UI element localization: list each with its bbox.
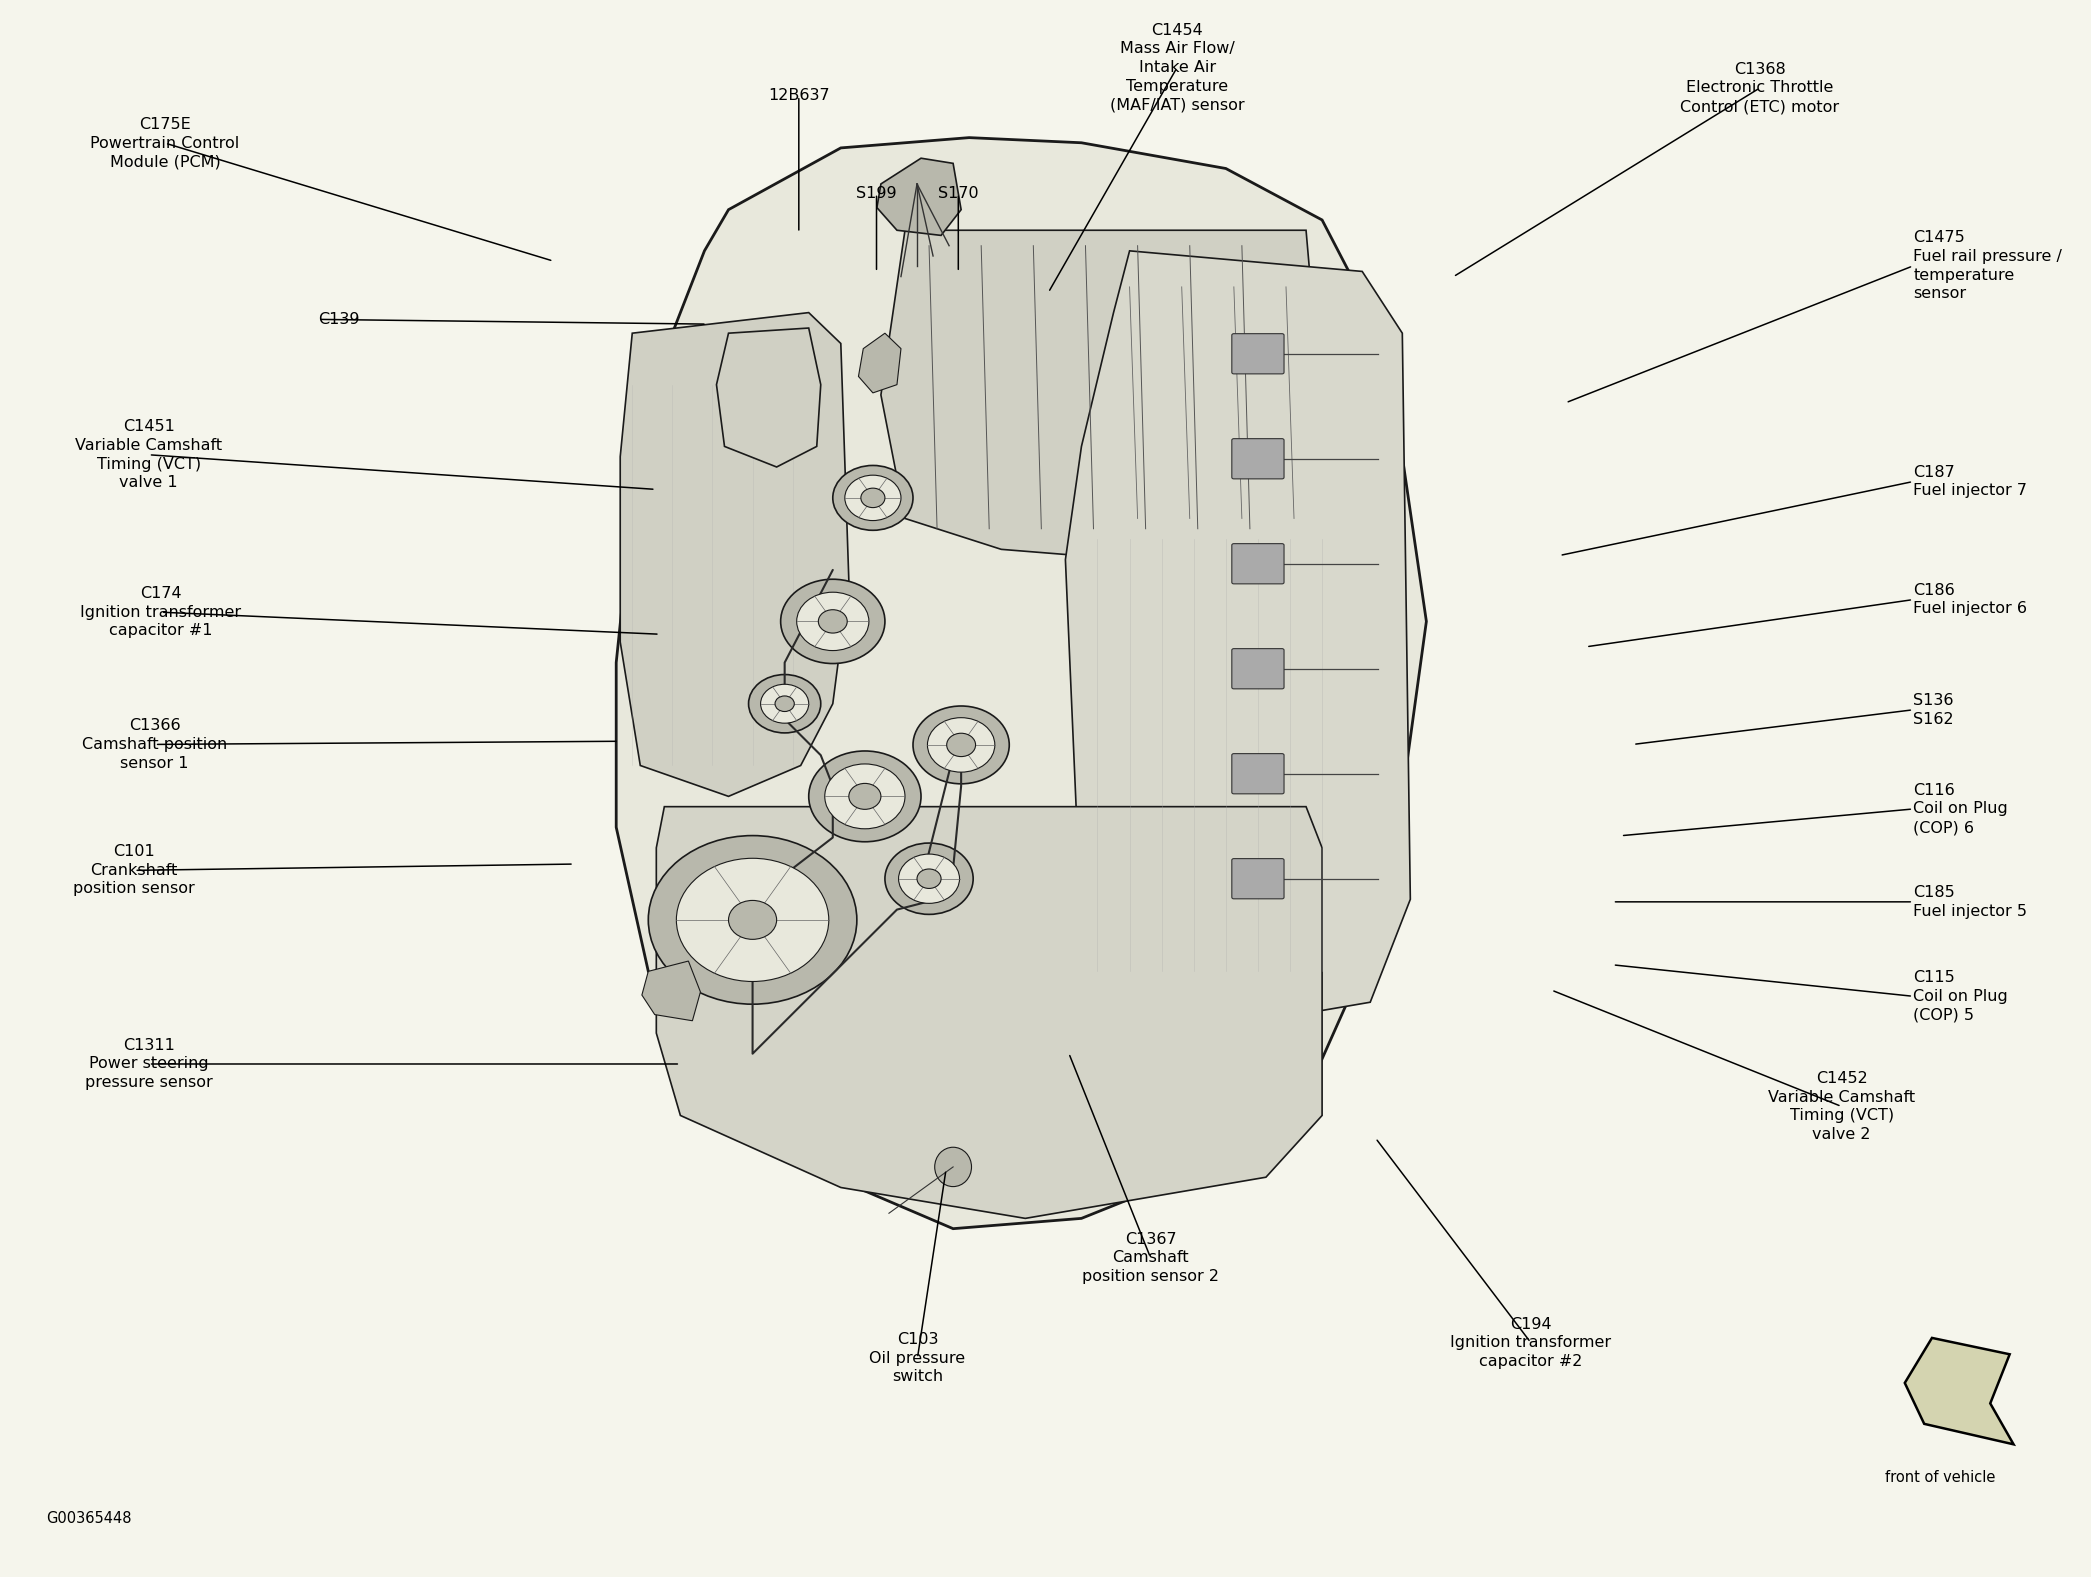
- Polygon shape: [717, 328, 822, 467]
- Polygon shape: [880, 230, 1322, 560]
- Text: C1451
Variable Camshaft
Timing (VCT)
valve 1: C1451 Variable Camshaft Timing (VCT) val…: [75, 419, 222, 490]
- Text: C1311
Power steering
pressure sensor: C1311 Power steering pressure sensor: [86, 1038, 213, 1090]
- Polygon shape: [621, 312, 849, 796]
- Ellipse shape: [648, 836, 857, 1005]
- Text: G00365448: G00365448: [46, 1511, 132, 1527]
- Text: S170: S170: [939, 186, 979, 200]
- FancyBboxPatch shape: [1232, 754, 1284, 793]
- Ellipse shape: [780, 579, 884, 664]
- Text: C185
Fuel injector 5: C185 Fuel injector 5: [1913, 885, 2026, 919]
- Text: C116
Coil on Plug
(COP) 6: C116 Coil on Plug (COP) 6: [1913, 782, 2007, 836]
- FancyBboxPatch shape: [1232, 648, 1284, 689]
- Text: 12B637: 12B637: [767, 88, 830, 104]
- Polygon shape: [617, 137, 1426, 1228]
- Ellipse shape: [861, 489, 884, 508]
- Text: C139: C139: [318, 312, 360, 326]
- Ellipse shape: [809, 751, 920, 842]
- Text: C174
Ignition transformer
capacitor #1: C174 Ignition transformer capacitor #1: [79, 587, 240, 639]
- Text: C1454
Mass Air Flow/
Intake Air
Temperature
(MAF/IAT) sensor: C1454 Mass Air Flow/ Intake Air Temperat…: [1110, 22, 1244, 112]
- Text: C175E
Powertrain Control
Module (PCM): C175E Powertrain Control Module (PCM): [90, 117, 240, 169]
- Polygon shape: [642, 960, 700, 1020]
- Ellipse shape: [749, 675, 822, 733]
- Ellipse shape: [776, 695, 795, 711]
- Ellipse shape: [914, 706, 1010, 784]
- FancyBboxPatch shape: [1232, 858, 1284, 899]
- Ellipse shape: [845, 475, 901, 520]
- Text: S199: S199: [855, 186, 897, 200]
- Ellipse shape: [818, 610, 847, 632]
- Text: S136
S162: S136 S162: [1913, 692, 1953, 727]
- Ellipse shape: [884, 844, 972, 915]
- Ellipse shape: [675, 858, 828, 981]
- Text: C103
Oil pressure
switch: C103 Oil pressure switch: [870, 1333, 966, 1385]
- Text: C1452
Variable Camshaft
Timing (VCT)
valve 2: C1452 Variable Camshaft Timing (VCT) val…: [1769, 1071, 1915, 1142]
- Ellipse shape: [935, 1146, 972, 1186]
- Text: C1475
Fuel rail pressure /
temperature
sensor: C1475 Fuel rail pressure / temperature s…: [1913, 230, 2062, 301]
- Text: C186
Fuel injector 6: C186 Fuel injector 6: [1913, 583, 2026, 617]
- Ellipse shape: [824, 763, 905, 830]
- Ellipse shape: [899, 855, 960, 904]
- FancyBboxPatch shape: [1232, 438, 1284, 479]
- Text: C1366
Camshaft position
sensor 1: C1366 Camshaft position sensor 1: [82, 718, 228, 771]
- Ellipse shape: [797, 593, 870, 651]
- Polygon shape: [876, 158, 962, 235]
- FancyBboxPatch shape: [1232, 544, 1284, 583]
- Text: C115
Coil on Plug
(COP) 5: C115 Coil on Plug (COP) 5: [1913, 970, 2007, 1022]
- Text: C101
Crankshaft
position sensor: C101 Crankshaft position sensor: [73, 844, 194, 896]
- Text: C194
Ignition transformer
capacitor #2: C194 Ignition transformer capacitor #2: [1451, 1317, 1612, 1369]
- Ellipse shape: [761, 684, 809, 724]
- Polygon shape: [1905, 1337, 2014, 1445]
- Polygon shape: [657, 807, 1322, 1219]
- Text: C187
Fuel injector 7: C187 Fuel injector 7: [1913, 465, 2026, 498]
- Ellipse shape: [918, 869, 941, 888]
- Ellipse shape: [947, 733, 976, 757]
- Text: C1368
Electronic Throttle
Control (ETC) motor: C1368 Electronic Throttle Control (ETC) …: [1681, 62, 1840, 114]
- Polygon shape: [1066, 251, 1409, 1023]
- Ellipse shape: [832, 465, 914, 530]
- Ellipse shape: [728, 900, 776, 940]
- FancyBboxPatch shape: [1232, 334, 1284, 374]
- Text: front of vehicle: front of vehicle: [1884, 1470, 1995, 1484]
- Ellipse shape: [849, 784, 880, 809]
- Text: C1367
Camshaft
position sensor 2: C1367 Camshaft position sensor 2: [1081, 1232, 1219, 1284]
- Polygon shape: [859, 333, 901, 393]
- Ellipse shape: [928, 718, 995, 773]
